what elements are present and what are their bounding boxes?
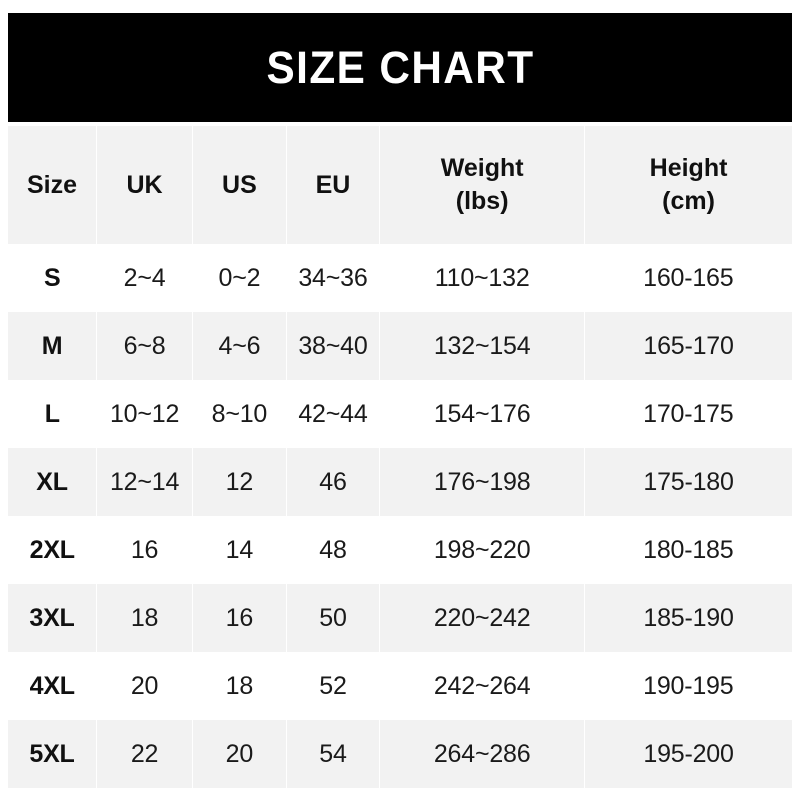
column-header-us: US: [192, 126, 287, 244]
cell-weight: 198~220: [433, 535, 531, 564]
column-header-height: Height (cm): [585, 126, 792, 244]
table-row: 3XL 18 16 50 220~242 185-190: [8, 584, 792, 652]
cell-us: 14: [225, 535, 254, 564]
column-header-uk-line1: UK: [126, 170, 163, 199]
cell-size: 5XL: [8, 720, 98, 788]
cell-us: 12: [192, 448, 287, 516]
cell-height: 170-175: [643, 399, 734, 428]
cell-height: 195-200: [643, 739, 734, 768]
cell-size: 4XL: [29, 671, 75, 700]
cell-eu: 48: [319, 535, 347, 564]
title-banner: SIZE CHART: [8, 13, 792, 122]
cell-us: 8~10: [211, 399, 268, 428]
cell-eu: 54: [286, 720, 381, 788]
cell-size: L: [44, 399, 60, 428]
cell-uk: 20: [130, 671, 159, 700]
column-header-us-line1: US: [222, 170, 257, 199]
table-row: S 2~4 0~2 34~36 110~132 160-165: [8, 244, 792, 312]
cell-height: 160-165: [643, 263, 734, 292]
cell-weight: 154~176: [433, 399, 531, 428]
cell-uk: 2~4: [123, 263, 166, 292]
cell-height: 175-180: [643, 467, 734, 496]
table-row: 2XL 16 14 48 198~220 180-185: [8, 516, 792, 584]
cell-height: 180-185: [643, 535, 734, 564]
cell-uk: 16: [130, 535, 159, 564]
table-body: S 2~4 0~2 34~36 110~132 160-165 M 6~8 4~…: [8, 244, 792, 788]
column-header-eu: EU: [286, 126, 381, 244]
column-header-eu-line1: EU: [315, 170, 351, 199]
cell-us: 16: [192, 584, 287, 652]
cell-weight: 264~286: [379, 720, 586, 788]
cell-us: 18: [225, 671, 254, 700]
table-row: 5XL 22 20 54 264~286 195-200: [8, 720, 792, 788]
cell-weight: 132~154: [379, 312, 586, 380]
cell-weight: 176~198: [379, 448, 586, 516]
column-header-uk: UK: [96, 126, 194, 244]
column-header-height-line2: (cm): [662, 187, 715, 215]
column-header-height-line1: Height: [649, 154, 728, 182]
cell-height: 185-190: [643, 603, 734, 632]
cell-us: 0~2: [218, 263, 261, 292]
table-header: Size UK US EU Weight (lbs) Height (cm): [8, 126, 792, 244]
column-header-weight: Weight (lbs): [379, 126, 586, 244]
column-header-weight-line1: Weight: [440, 154, 524, 182]
cell-eu: 38~40: [286, 312, 381, 380]
cell-size: 3XL: [8, 584, 98, 652]
column-header-size-line1: Size: [26, 170, 78, 199]
cell-weight: 242~264: [433, 671, 531, 700]
cell-uk: 6~8: [96, 312, 194, 380]
table-row: L 10~12 8~10 42~44 154~176 170-175: [8, 380, 792, 448]
size-chart-table: Size UK US EU Weight (lbs) Height (cm): [8, 126, 792, 788]
cell-eu: 52: [319, 671, 347, 700]
cell-size: M: [8, 312, 98, 380]
column-header-size: Size: [8, 126, 98, 244]
table-row: M 6~8 4~6 38~40 132~154 165-170: [8, 312, 792, 380]
cell-uk: 12~14: [96, 448, 194, 516]
cell-uk: 18: [96, 584, 194, 652]
header-row: Size UK US EU Weight (lbs) Height (cm): [8, 126, 792, 244]
cell-uk: 22: [96, 720, 194, 788]
cell-weight: 220~242: [379, 584, 586, 652]
column-header-weight-line2: (lbs): [455, 187, 509, 215]
cell-size: S: [44, 263, 61, 292]
cell-size: 2XL: [29, 535, 75, 564]
cell-uk: 10~12: [109, 399, 180, 428]
cell-us: 4~6: [192, 312, 287, 380]
cell-us: 20: [192, 720, 287, 788]
cell-height: 165-170: [643, 331, 734, 360]
cell-eu: 46: [286, 448, 381, 516]
cell-eu: 50: [286, 584, 381, 652]
cell-height: 190-195: [643, 671, 734, 700]
table-row: XL 12~14 12 46 176~198 175-180: [8, 448, 792, 516]
cell-eu: 34~36: [298, 263, 368, 292]
cell-weight: 110~132: [434, 263, 530, 292]
page-title: SIZE CHART: [266, 42, 534, 93]
cell-size: XL: [8, 448, 98, 516]
table-row: 4XL 20 18 52 242~264 190-195: [8, 652, 792, 720]
cell-eu: 42~44: [298, 399, 368, 428]
